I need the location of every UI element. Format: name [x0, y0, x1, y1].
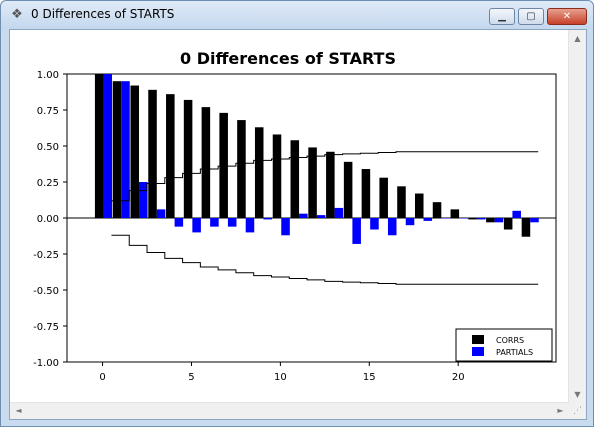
corrs-bar	[343, 161, 353, 218]
corrs-bar	[308, 147, 317, 218]
x-tick-label: 5	[188, 372, 194, 383]
partials-bar	[210, 218, 219, 227]
corrs-bar	[272, 134, 282, 218]
corrs-bar	[414, 193, 424, 218]
corrs-bar	[486, 218, 495, 223]
y-tick-label: 0.50	[37, 142, 59, 153]
y-tick-label: -0.25	[33, 250, 59, 261]
partials-bar	[512, 210, 521, 218]
legend-swatch-corrs	[472, 335, 484, 344]
partials-bar	[281, 218, 290, 236]
partials-bar	[334, 207, 344, 218]
partials-bar	[174, 218, 184, 227]
scroll-left-arrow-icon[interactable]: ◄	[15, 406, 22, 415]
partials-bar	[227, 218, 237, 227]
y-tick-label: 0.75	[37, 106, 59, 117]
chart-legend: CORRS PARTIALS	[455, 328, 553, 362]
partials-bar	[352, 218, 361, 244]
partials-bar	[316, 215, 326, 218]
eviews-graph-icon: ❖	[11, 7, 23, 22]
y-tick-label: 0.00	[37, 214, 59, 225]
horizontal-scrollbar[interactable]: ◄ ►	[10, 402, 569, 419]
corrs-bar	[148, 89, 157, 218]
corrs-bar	[450, 209, 460, 218]
partials-bar	[121, 81, 130, 218]
x-tick-label: 15	[363, 372, 376, 383]
partials-bar	[263, 218, 273, 220]
corrs-bar	[521, 218, 531, 237]
corrs-bar	[237, 120, 246, 218]
partials-bar	[139, 182, 148, 218]
corrs-bar	[397, 186, 406, 218]
y-tick-label: -1.00	[33, 358, 59, 369]
legend-swatch-partials	[472, 347, 484, 356]
partials-bar	[370, 218, 379, 230]
correlogram-chart: 0 Differences of STARTS 1.00 0.75 0.50 0.25…	[33, 49, 557, 383]
legend-label-corrs: CORRS	[496, 336, 524, 345]
y-tick-label: 1.00	[37, 70, 59, 81]
partials-bar	[245, 218, 255, 233]
close-button[interactable]: ✕	[547, 8, 587, 25]
corrs-bar	[254, 127, 264, 218]
y-tick-label: -0.75	[33, 322, 59, 333]
x-tick-label: 0	[99, 372, 105, 383]
corrs-bar	[326, 151, 335, 218]
corrs-bar	[379, 177, 388, 218]
chart-title: 0 Differences of STARTS	[180, 49, 396, 68]
corrs-bar	[503, 218, 513, 230]
partials-bar	[387, 218, 397, 236]
upper-confidence-band	[111, 151, 539, 202]
corrs-bar	[219, 112, 228, 218]
corrs-bar	[183, 99, 193, 218]
window-title: 0 Differences of STARTS	[31, 7, 175, 21]
graph-client-area: 0 Differences of STARTS 1.00 0.75 0.50 0.25…	[9, 29, 587, 420]
scroll-down-arrow-icon[interactable]: ▼	[574, 390, 581, 399]
partials-bar	[405, 218, 415, 226]
title-bar[interactable]: ❖ 0 Differences of STARTS ▁ ▢ ✕	[1, 1, 593, 29]
vertical-scrollbar[interactable]: ▲ ▼	[568, 30, 586, 403]
y-tick-label: 0.25	[37, 178, 59, 189]
corrs-bar	[201, 107, 211, 218]
lower-confidence-band	[111, 234, 539, 285]
partials-bar	[156, 209, 166, 218]
partials-bar	[441, 218, 450, 219]
partials-bar	[103, 74, 112, 218]
scroll-up-arrow-icon[interactable]: ▲	[574, 34, 581, 43]
corrs-bar	[468, 218, 477, 220]
partials-bar	[192, 218, 201, 233]
x-tick-label: 20	[452, 372, 465, 383]
partials-bar	[459, 218, 468, 219]
corrs-bar	[432, 202, 442, 218]
corrs-bar	[361, 169, 371, 218]
x-tick-label: 10	[274, 372, 287, 383]
minimize-button[interactable]: ▁	[489, 8, 515, 25]
corrs-bar	[112, 81, 122, 218]
scroll-right-arrow-icon[interactable]: ►	[557, 406, 564, 415]
corrs-bar	[166, 94, 175, 218]
maximize-button[interactable]: ▢	[518, 8, 544, 25]
corrs-bar	[290, 140, 300, 218]
partials-bar	[423, 218, 433, 221]
partials-bar	[476, 218, 486, 220]
corrs-bar	[130, 85, 140, 218]
resize-grip-icon[interactable]: ⋰	[569, 403, 586, 419]
corrs-bar	[94, 74, 104, 218]
legend-label-partials: PARTIALS	[496, 348, 533, 357]
partials-bar	[530, 218, 539, 223]
partials-bar	[494, 218, 504, 223]
partials-bar	[299, 213, 308, 218]
y-tick-label: -0.50	[33, 286, 59, 297]
